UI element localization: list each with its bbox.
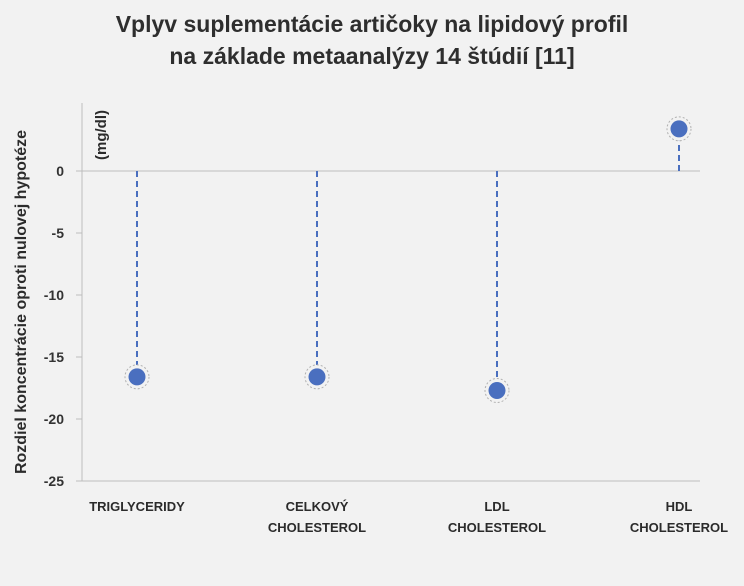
category-label: CHOLESTEROL (630, 520, 728, 535)
y-tick-label: -25 (44, 473, 64, 489)
y-tick-label: 0 (56, 163, 64, 179)
unit-label: (mg/dl) (93, 110, 110, 160)
lollipop-marker (128, 368, 146, 386)
y-axis-label: Rozdiel koncentrácie oproti nulovej hypo… (13, 130, 30, 474)
chart-title: Vplyv suplementácie artičoky na lipidový… (0, 8, 744, 72)
y-tick-label: -20 (44, 411, 64, 427)
chart-title-line-2: na základe metaanalýzy 14 štúdií [11] (169, 43, 575, 69)
lollipop-marker (308, 368, 326, 386)
category-label: CELKOVÝ (286, 499, 349, 514)
category-label: LDL (484, 499, 509, 514)
y-tick-label: -5 (52, 225, 65, 241)
category-label: HDL (666, 499, 693, 514)
chart-title-line-1: Vplyv suplementácie artičoky na lipidový… (115, 11, 629, 37)
y-tick-label: -15 (44, 349, 64, 365)
y-tick-label: -10 (44, 287, 64, 303)
lollipop-marker (670, 120, 688, 138)
category-label: CHOLESTEROL (268, 520, 366, 535)
lollipop-marker (488, 381, 506, 399)
category-label: CHOLESTEROL (448, 520, 546, 535)
category-label: TRIGLYCERIDY (89, 499, 185, 514)
